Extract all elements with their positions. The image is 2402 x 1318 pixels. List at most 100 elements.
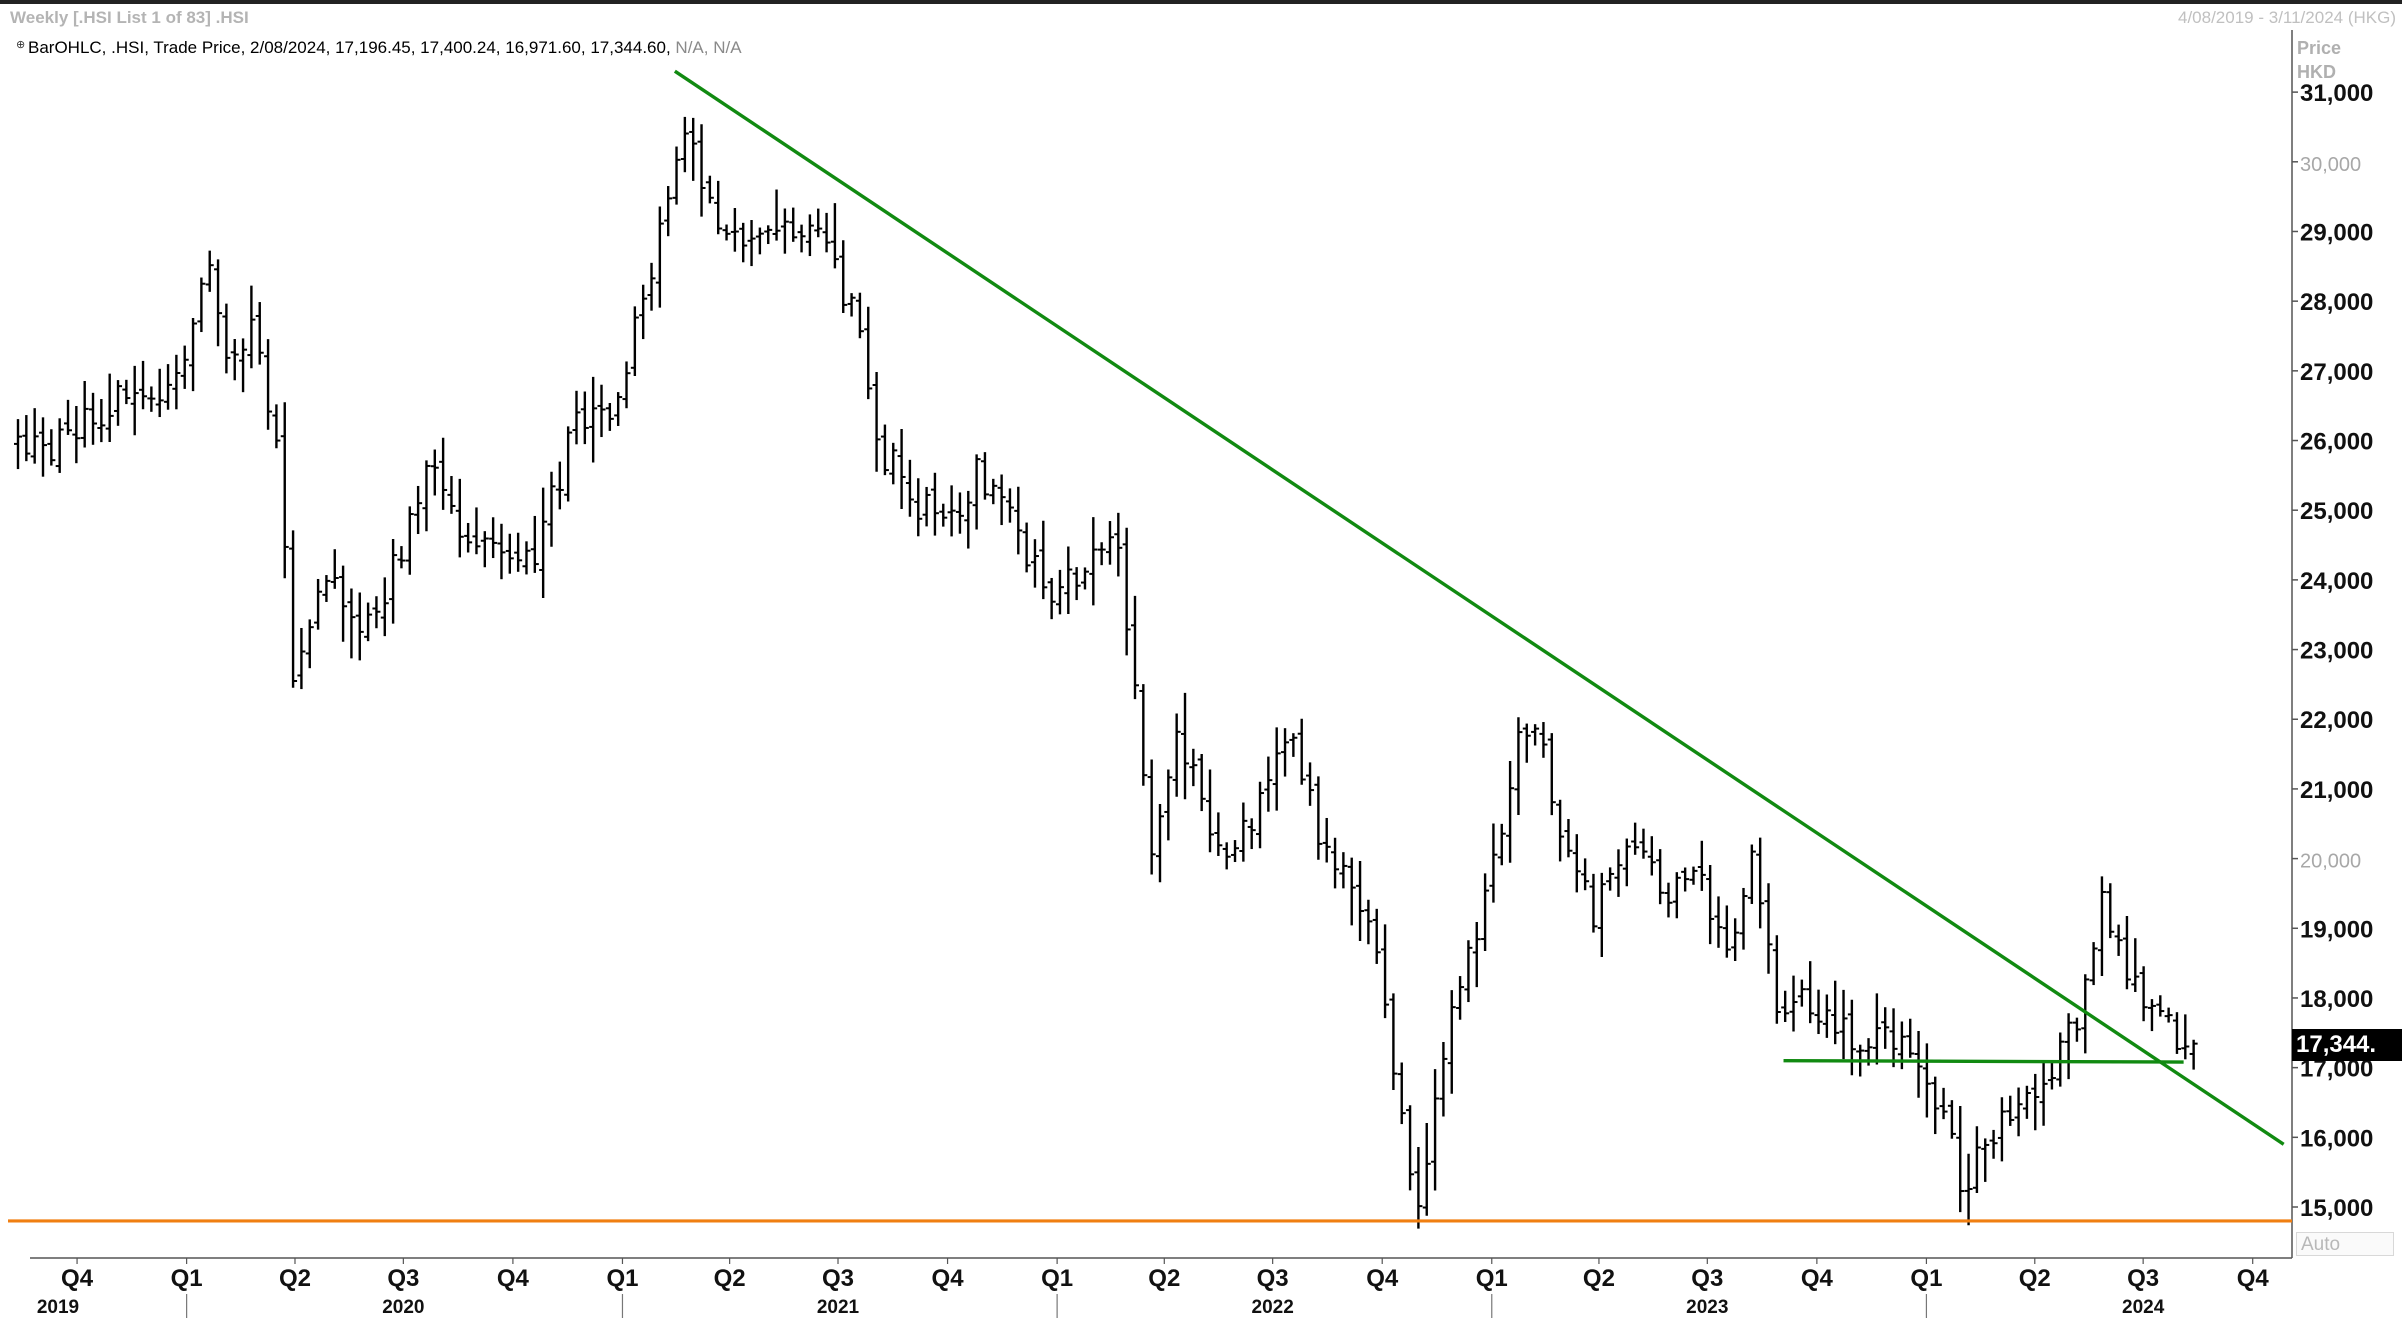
ohlc-bar: [1731, 918, 1740, 962]
ohlc-bar: [2047, 1062, 2056, 1090]
ohlc-bar: [472, 507, 481, 555]
ohlc-bar: [1489, 823, 1498, 903]
ohlc-bar: [2072, 1017, 2081, 1042]
ohlc-bar: [380, 577, 389, 637]
quarter-label: Q4: [2237, 1265, 2270, 1292]
ohlc-bar: [1197, 754, 1206, 812]
trendlines: [8, 69, 2292, 1223]
series-na: N/A, N/A: [675, 38, 742, 57]
ohlc-bar: [855, 292, 864, 339]
ohlc-bar: [780, 208, 789, 254]
ohlc-bar: [1572, 834, 1581, 893]
ohlc-bar: [55, 418, 64, 473]
ohlc-bar: [1647, 836, 1656, 876]
ohlc-bar: [572, 390, 581, 445]
ohlc-bar: [1689, 866, 1698, 885]
ohlc-bar: [89, 392, 98, 445]
ohlc-bar: [1939, 1087, 1948, 1120]
ohlc-bar: [739, 222, 748, 263]
ohlc-bar: [64, 399, 73, 435]
ohlc-bar: [955, 492, 964, 534]
year-label: 2021: [817, 1297, 860, 1318]
ohlc-bar: [2172, 1012, 2181, 1054]
y-tick-label: 19,000: [2300, 916, 2373, 943]
ohlc-bar: [122, 379, 131, 405]
ohlc-bar: [1472, 922, 1481, 988]
ohlc-bar: [2022, 1085, 2031, 1119]
ohlc-bar: [1989, 1129, 1998, 1159]
unit-price: Price: [2297, 38, 2342, 58]
ohlc-bar: [1614, 849, 1623, 897]
window-title: Weekly [.HSI List 1 of 83] .HSI: [10, 8, 249, 27]
ohlc-bar: [1314, 776, 1323, 860]
ohlc-bar: [1206, 769, 1215, 853]
ohlc-bar: [430, 449, 439, 496]
ohlc-bar: [139, 360, 148, 410]
ohlc-bar: [530, 515, 539, 573]
ohlc-bar: [1706, 864, 1715, 945]
ohlc-bar: [339, 565, 348, 642]
ohlc-bar: [805, 214, 814, 257]
ohlc-bar: [422, 460, 431, 532]
ohlc-bar: [939, 503, 948, 527]
ohlc-bar: [1005, 488, 1014, 523]
y-tick-label: 16,000: [2300, 1125, 2373, 1152]
ohlc-bar: [1256, 781, 1265, 849]
ohlc-bar: [1522, 723, 1531, 763]
ohlc-bar: [522, 541, 531, 575]
quarter-label: Q3: [387, 1265, 419, 1292]
ohlc-bar: [414, 485, 423, 535]
ohlc-bar: [1514, 717, 1523, 816]
time-axis[interactable]: Q4 Q1 Q2 Q3 Q4 Q1 Q2 Q3 Q4 Q1 Q2 Q3 Q4 Q1 Q2 Q3 Q4 Q1 Q2 Q3…: [37, 1258, 2269, 1318]
ohlc-bar: [305, 619, 314, 669]
ohlc-bar: [1381, 924, 1390, 1019]
ohlc-bar: [1347, 857, 1356, 926]
ohlc-bar: [697, 124, 706, 217]
ohlc-bar: [1964, 1153, 1973, 1226]
ohlc-bar: [1456, 976, 1465, 1020]
ohlc-bar: [614, 392, 623, 426]
quarter-label: Q2: [2019, 1265, 2051, 1292]
ohlc-bar: [222, 303, 231, 374]
ohlc-bar: [289, 530, 298, 688]
ohlc-bar: [1030, 539, 1039, 588]
auto-scale-button[interactable]: Auto: [2296, 1232, 2394, 1256]
ohlc-bar: [997, 474, 1006, 526]
quarter-label: Q3: [1691, 1265, 1723, 1292]
ohlc-bar: [1664, 882, 1673, 918]
ohlc-bar: [1981, 1138, 1990, 1182]
ohlc-bar: [1564, 819, 1573, 858]
ohlc-bar: [364, 602, 373, 642]
ohlc-bar: [2106, 883, 2115, 939]
ohlc-bar: [389, 538, 398, 624]
ohlc-bar: [705, 175, 714, 204]
ohlc-bar: [1089, 517, 1098, 606]
ohlc-bar: [1464, 940, 1473, 1003]
ohlc-bar: [1497, 823, 1506, 866]
ohlc-bar: [164, 364, 173, 410]
ohlc-bar: [130, 365, 139, 436]
ohlc-bar: [1922, 1043, 1931, 1118]
ohlc-bar: [1414, 1146, 1423, 1229]
ohlc-bar: [2147, 999, 2156, 1032]
ohlc-bar: [2114, 924, 2123, 956]
ohlc-bar: [639, 284, 648, 340]
ohlc-bar: [1956, 1105, 1965, 1213]
quarter-label: Q2: [714, 1265, 746, 1292]
ohlc-bar: [889, 442, 898, 485]
ohlc-bar: [689, 117, 698, 181]
ohlc-bar: [230, 339, 239, 381]
ohlc-bar: [864, 306, 873, 400]
quarter-label: Q3: [1257, 1265, 1289, 1292]
ohlc-bar: [1164, 769, 1173, 841]
ohlc-bar: [480, 531, 489, 568]
series-settings-icon[interactable]: ⊕: [16, 39, 26, 51]
downtrend-line: [673, 69, 2285, 1146]
y-tick-label: 27,000: [2300, 359, 2373, 386]
ohlc-bar: [1831, 980, 1840, 1045]
ohlc-bar: [589, 376, 598, 463]
ohlc-bar: [1622, 838, 1631, 887]
ohlc-bar: [1389, 993, 1398, 1090]
ohlc-bar: [847, 293, 856, 317]
